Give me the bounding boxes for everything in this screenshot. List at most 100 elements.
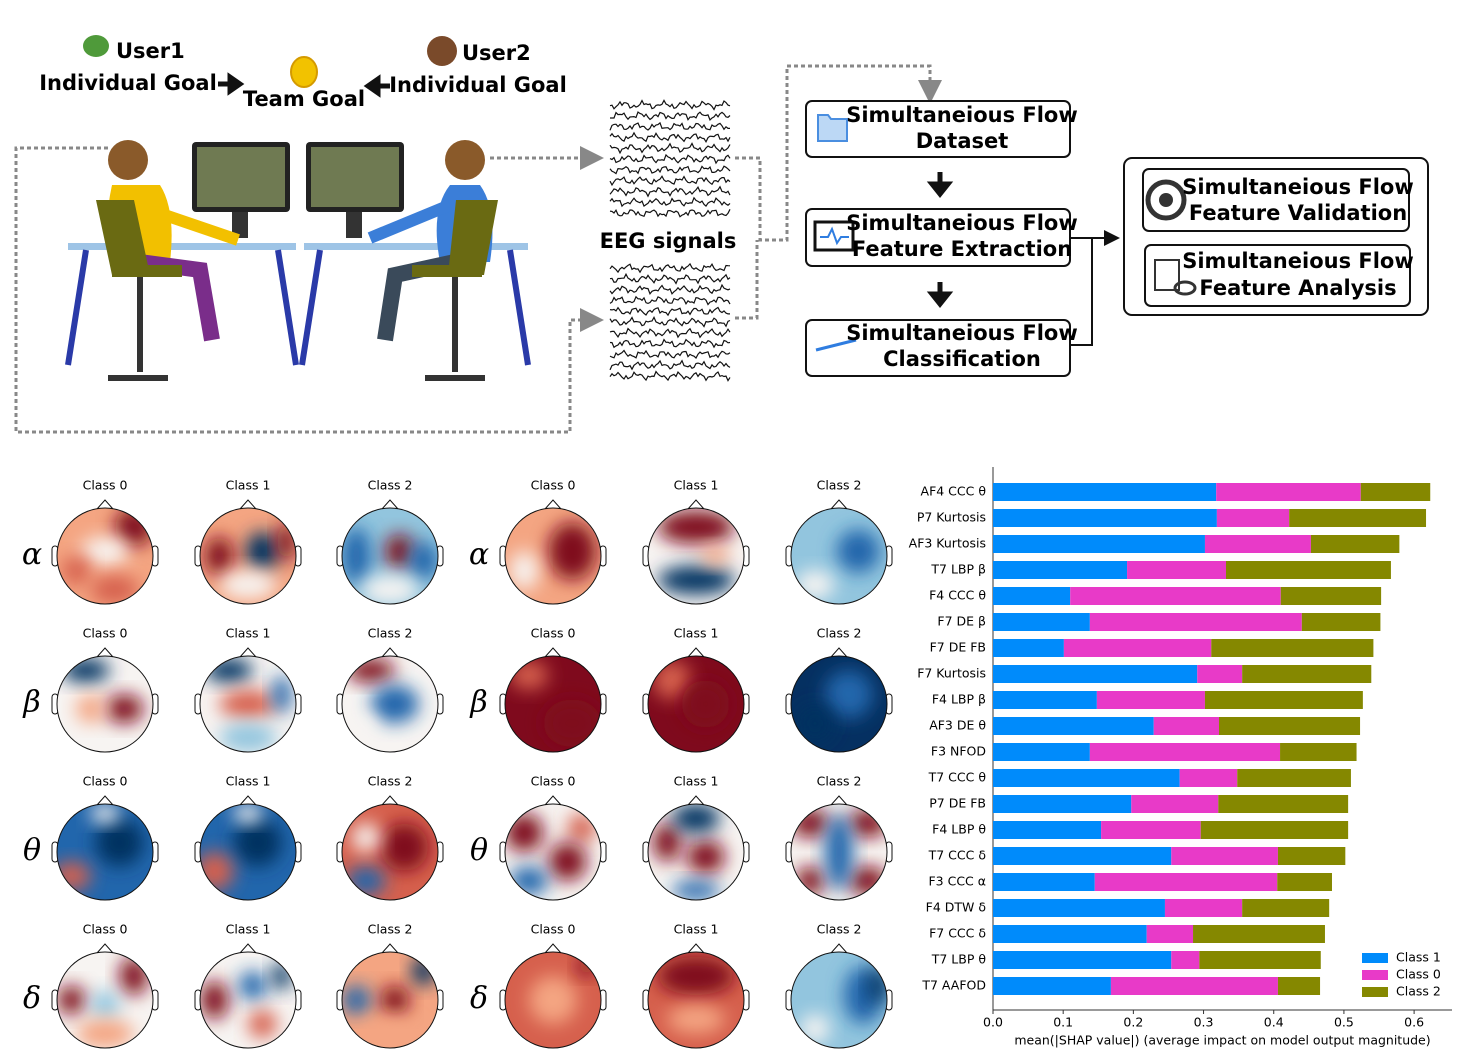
class-title: Class 0 bbox=[83, 774, 128, 789]
head-outline bbox=[341, 507, 439, 605]
bar-segment bbox=[1063, 639, 1212, 657]
map-blob bbox=[219, 723, 277, 752]
box-subtitle: Dataset bbox=[916, 129, 1009, 153]
bar-segment bbox=[1127, 561, 1227, 579]
head-outline bbox=[341, 803, 439, 901]
bar-segment bbox=[993, 795, 1132, 813]
bar-segment bbox=[993, 743, 1090, 761]
map-blob bbox=[824, 813, 854, 891]
head-nose bbox=[239, 499, 257, 510]
bar-segment bbox=[993, 951, 1172, 969]
box-title: Simultaneious Flow bbox=[846, 103, 1078, 127]
eeg-trace bbox=[609, 338, 731, 349]
chair-seat bbox=[412, 265, 482, 277]
bar-segment bbox=[1242, 665, 1372, 683]
map-blob bbox=[836, 529, 880, 573]
y-tick-label: T7 LBP β bbox=[930, 562, 986, 577]
map-blob bbox=[342, 527, 371, 585]
class-title: Class 1 bbox=[226, 478, 271, 493]
map-blob bbox=[342, 985, 371, 1015]
y-tick-label: T7 LBP θ bbox=[931, 952, 986, 967]
bar-segment bbox=[1204, 535, 1311, 553]
bar-segment bbox=[1289, 509, 1427, 527]
bar-segment bbox=[993, 821, 1102, 839]
y-tick-label: F3 NFOD bbox=[931, 744, 986, 759]
bar-segment bbox=[1070, 587, 1281, 605]
map-blob bbox=[672, 880, 720, 900]
class-title: Class 2 bbox=[817, 774, 862, 789]
map-blob bbox=[867, 966, 887, 1005]
map-blob bbox=[233, 804, 263, 824]
class-title: Class 2 bbox=[817, 626, 862, 641]
shap-chart: 0.0 0.1 0.2 0.3 0.4 0.5 0.6 mean(|SHAP value|) … bbox=[909, 467, 1452, 1048]
y-tick-label: F7 DE β bbox=[937, 614, 986, 629]
class-title: Class 0 bbox=[531, 774, 576, 789]
head-nose bbox=[96, 943, 114, 954]
bar-segment bbox=[993, 535, 1205, 553]
bar-segment bbox=[1360, 483, 1431, 501]
bar-segment bbox=[1218, 717, 1361, 735]
legs bbox=[138, 254, 220, 342]
class-title: Class 2 bbox=[817, 478, 862, 493]
scalp-map bbox=[648, 952, 744, 1048]
legend-label: Class 1 bbox=[1396, 950, 1441, 965]
y-tick-label: F4 LBP θ bbox=[932, 822, 986, 837]
map-blob bbox=[200, 852, 234, 891]
user1-icon bbox=[83, 35, 109, 57]
eeg-trace bbox=[609, 99, 731, 111]
bar-segment bbox=[1280, 743, 1357, 761]
head-outline bbox=[199, 655, 297, 753]
class-title: Class 0 bbox=[83, 922, 128, 937]
y-tick-label: AF4 CCC θ bbox=[921, 484, 986, 499]
map-blob bbox=[370, 684, 419, 724]
bar-segment bbox=[1277, 847, 1346, 865]
map-blob bbox=[90, 575, 139, 604]
class-title: Class 2 bbox=[368, 774, 413, 789]
map-blob bbox=[380, 823, 429, 872]
eeg-trace bbox=[609, 370, 731, 382]
bar-segment bbox=[1101, 821, 1201, 839]
scalp-map bbox=[505, 508, 601, 604]
y-tick-label: F7 CCC δ bbox=[929, 926, 986, 941]
map-blob bbox=[61, 556, 91, 585]
class-title: Class 2 bbox=[368, 478, 413, 493]
y-tick-label: F7 DE FB bbox=[930, 640, 986, 655]
arrow-left bbox=[363, 74, 390, 98]
class-title: Class 0 bbox=[83, 626, 128, 641]
head-outline bbox=[56, 951, 154, 1049]
individual-goal-2: Individual Goal bbox=[389, 73, 567, 97]
band-label: α bbox=[22, 537, 42, 572]
map-blob bbox=[795, 570, 835, 600]
band-label: θ bbox=[470, 833, 488, 868]
eeg-trace bbox=[610, 111, 731, 121]
map-blob bbox=[567, 813, 597, 843]
target-icon bbox=[1145, 179, 1187, 221]
x-tick-label: 0.1 bbox=[1053, 1015, 1073, 1030]
arm bbox=[148, 204, 240, 246]
chair-seat bbox=[112, 265, 182, 277]
target-icon bbox=[1159, 193, 1173, 207]
y-tick-label: F4 CCC θ bbox=[929, 588, 986, 603]
bar-segment bbox=[1242, 899, 1330, 917]
head bbox=[445, 140, 485, 180]
classify-icon bbox=[815, 338, 857, 352]
head-nose bbox=[96, 647, 114, 658]
desk bbox=[68, 243, 296, 250]
eeg-trace bbox=[609, 316, 731, 328]
map-blob bbox=[509, 551, 539, 590]
scalp-map bbox=[791, 952, 887, 1048]
head-nose bbox=[687, 795, 705, 806]
head-outline bbox=[790, 951, 888, 1049]
band-label: β bbox=[22, 685, 40, 720]
map-blob bbox=[81, 536, 129, 566]
bar-segment bbox=[1226, 561, 1391, 579]
head-nose bbox=[544, 499, 562, 510]
band-label: α bbox=[469, 537, 489, 572]
bar-segment bbox=[1280, 587, 1382, 605]
head-nose bbox=[381, 795, 399, 806]
x-tick-label: 0.6 bbox=[1404, 1015, 1424, 1030]
bar-segment bbox=[993, 587, 1071, 605]
head-nose bbox=[544, 943, 562, 954]
scalp-map bbox=[342, 508, 438, 604]
